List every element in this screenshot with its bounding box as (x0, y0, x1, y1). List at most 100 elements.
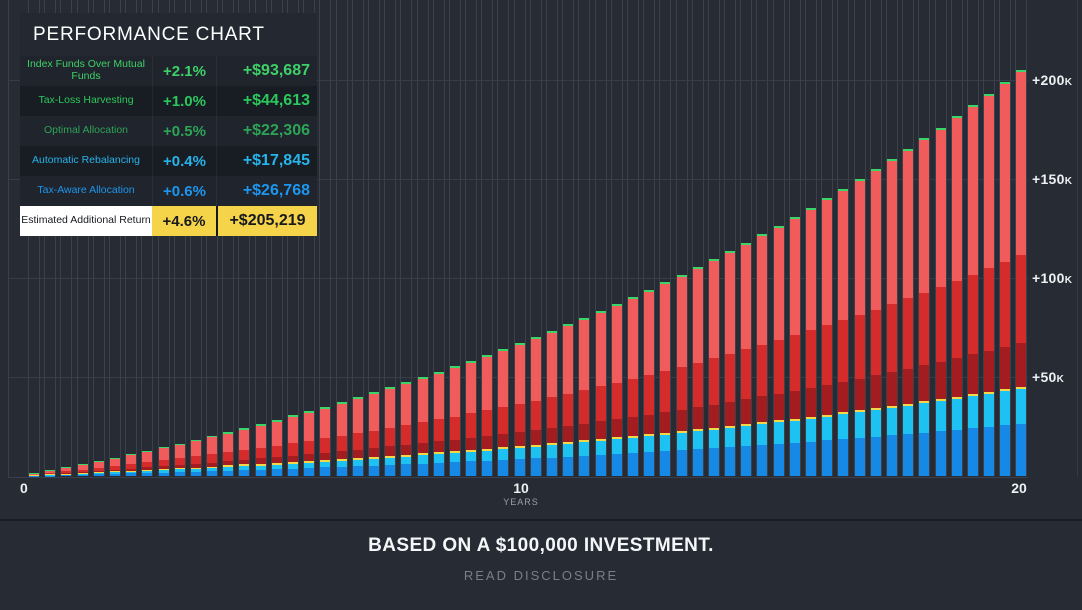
bar-slot-37[interactable] (626, 0, 639, 476)
stacked-bar[interactable] (304, 411, 315, 476)
stacked-bar[interactable] (320, 406, 331, 476)
bar-slot-59[interactable] (983, 0, 996, 476)
stacked-bar[interactable] (336, 401, 347, 476)
bar-slot-2[interactable] (60, 0, 73, 476)
stacked-bar[interactable] (886, 159, 897, 476)
stacked-bar[interactable] (466, 360, 477, 476)
stacked-bar[interactable] (93, 460, 104, 476)
bar-slot-57[interactable] (950, 0, 963, 476)
stacked-bar[interactable] (482, 354, 493, 476)
bar-slot-42[interactable] (707, 0, 720, 476)
bar-slot-1[interactable] (44, 0, 57, 476)
stacked-bar[interactable] (45, 470, 56, 476)
bar-slot-55[interactable] (918, 0, 931, 476)
stacked-bar[interactable] (627, 296, 638, 476)
bar-slot-20[interactable] (351, 0, 364, 476)
bar-slot-32[interactable] (546, 0, 558, 476)
bar-slot-17[interactable] (303, 0, 316, 476)
stacked-bar[interactable] (352, 397, 363, 476)
stacked-bar[interactable] (547, 330, 557, 476)
stacked-bar[interactable] (644, 289, 655, 476)
stacked-bar[interactable] (822, 198, 833, 476)
bar-slot-12[interactable] (222, 0, 235, 476)
stacked-bar[interactable] (919, 138, 930, 476)
stacked-bar[interactable] (207, 436, 218, 476)
bar-slot-15[interactable] (270, 0, 283, 476)
stacked-bar[interactable] (223, 432, 234, 476)
stacked-bar[interactable] (255, 423, 266, 476)
bar-slot-23[interactable] (400, 0, 413, 476)
stacked-bar[interactable] (935, 127, 946, 476)
stacked-bar[interactable] (854, 179, 865, 476)
stacked-bar[interactable] (385, 387, 396, 476)
stacked-bar[interactable] (789, 216, 800, 476)
stacked-bar[interactable] (838, 188, 849, 476)
bar-slot-5[interactable] (108, 0, 121, 476)
bar-slot-26[interactable] (448, 0, 461, 476)
stacked-bar[interactable] (725, 251, 736, 476)
bar-slot-50[interactable] (837, 0, 850, 476)
bar-slot-52[interactable] (869, 0, 882, 476)
bar-slot-25[interactable] (432, 0, 445, 476)
stacked-bar[interactable] (579, 317, 590, 476)
bar-slot-41[interactable] (691, 0, 704, 476)
stacked-bar[interactable] (174, 443, 185, 476)
stacked-bar[interactable] (126, 454, 137, 476)
stacked-bar[interactable] (109, 457, 120, 476)
bar-slot-27[interactable] (465, 0, 478, 476)
bar-slot-30[interactable] (513, 0, 526, 476)
bar-slot-28[interactable] (481, 0, 494, 476)
stacked-bar[interactable] (368, 392, 379, 476)
bar-slot-61[interactable] (1015, 0, 1028, 476)
stacked-bar[interactable] (1000, 81, 1011, 476)
bar-slot-18[interactable] (319, 0, 332, 476)
stacked-bar[interactable] (514, 343, 525, 476)
stacked-bar[interactable] (401, 382, 412, 476)
bar-slot-44[interactable] (740, 0, 753, 476)
bar-slot-46[interactable] (772, 0, 785, 476)
stacked-bar[interactable] (288, 415, 298, 476)
stacked-bar[interactable] (773, 225, 784, 476)
stacked-bar[interactable] (692, 266, 703, 476)
bar-slot-6[interactable] (125, 0, 138, 476)
stacked-bar[interactable] (741, 242, 752, 476)
bar-slot-24[interactable] (416, 0, 429, 476)
bar-slot-49[interactable] (821, 0, 834, 476)
bar-slot-11[interactable] (206, 0, 219, 476)
bar-slot-35[interactable] (594, 0, 607, 476)
bar-slot-45[interactable] (756, 0, 769, 476)
stacked-bar[interactable] (77, 463, 88, 476)
bar-slot-14[interactable] (254, 0, 267, 476)
bar-slot-47[interactable] (788, 0, 801, 476)
stacked-bar[interactable] (1016, 69, 1027, 476)
bar-slot-58[interactable] (966, 0, 979, 476)
stacked-bar[interactable] (951, 116, 962, 476)
stacked-bar[interactable] (433, 371, 444, 476)
bar-slot-40[interactable] (675, 0, 688, 476)
bar-slot-43[interactable] (724, 0, 737, 476)
stacked-bar[interactable] (417, 377, 428, 476)
bar-slot-38[interactable] (643, 0, 656, 476)
bar-slot-19[interactable] (335, 0, 348, 476)
bar-slot-13[interactable] (238, 0, 251, 476)
bar-slot-54[interactable] (902, 0, 915, 476)
bar-slot-22[interactable] (384, 0, 397, 476)
stacked-bar[interactable] (29, 473, 39, 476)
stacked-bar[interactable] (757, 234, 768, 476)
stacked-bar[interactable] (903, 148, 914, 476)
stacked-bar[interactable] (158, 447, 169, 476)
bar-slot-16[interactable] (287, 0, 299, 476)
bar-slot-34[interactable] (578, 0, 591, 476)
stacked-bar[interactable] (806, 207, 816, 476)
bar-slot-31[interactable] (529, 0, 542, 476)
bar-slot-0[interactable] (28, 0, 40, 476)
stacked-bar[interactable] (660, 282, 671, 476)
stacked-bar[interactable] (142, 450, 153, 476)
stacked-bar[interactable] (271, 419, 282, 476)
stacked-bar[interactable] (984, 93, 995, 476)
stacked-bar[interactable] (498, 349, 509, 476)
stacked-bar[interactable] (611, 303, 622, 476)
stacked-bar[interactable] (708, 259, 719, 476)
stacked-bar[interactable] (676, 274, 687, 476)
bar-slot-36[interactable] (610, 0, 623, 476)
